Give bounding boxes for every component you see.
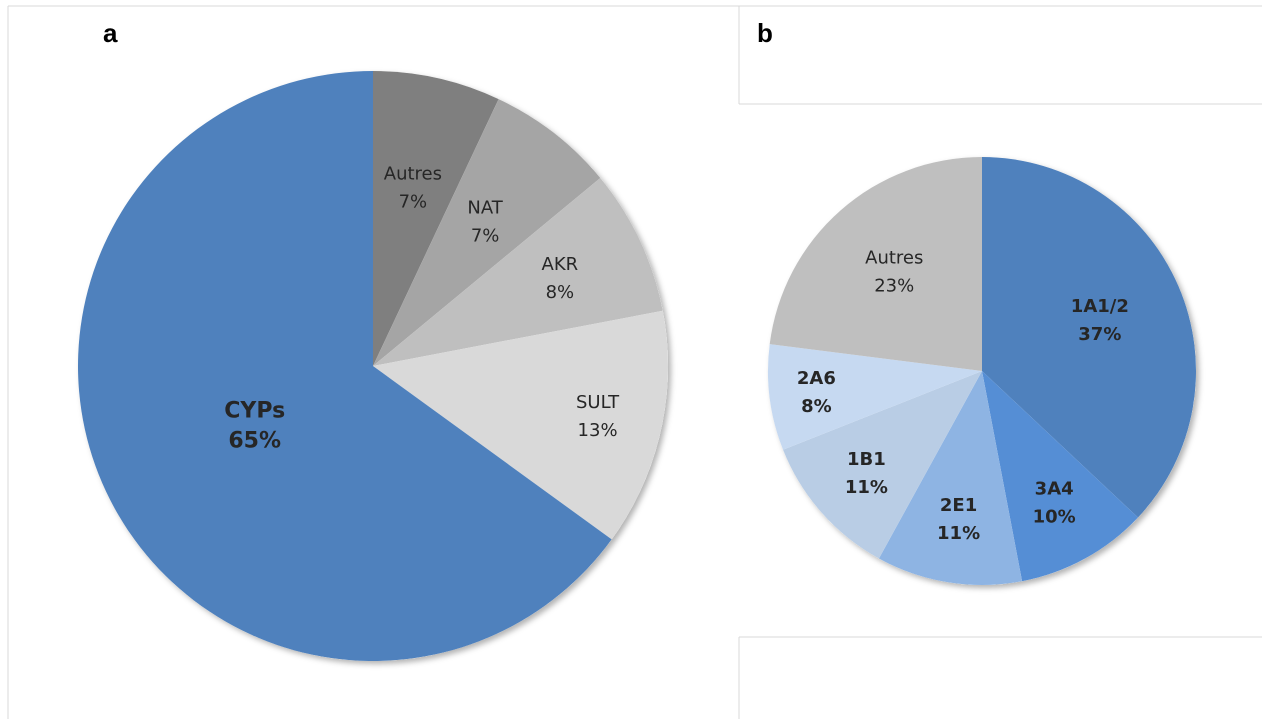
pie-b-slice-autres <box>769 157 982 371</box>
pie-chart-b: 1A1/2 37% 3A4 10% 2E1 11% 1B1 11% 2A6 8% Autres 23% <box>767 157 1196 585</box>
pie-b-label-1: 3A4 <box>1035 478 1074 499</box>
pie-a-label-4: CYPs <box>224 398 285 423</box>
pie-a-value-label-3: 13% <box>578 420 618 441</box>
pie-a-slice-sult <box>373 310 668 540</box>
pie-b-slice-2a6 <box>767 344 982 450</box>
pie-b-slice-2e1 <box>878 371 1023 585</box>
pie-a-value-label-0: 7% <box>399 192 428 213</box>
panel-a-letter: a <box>103 18 118 48</box>
pie-b-value-label-2: 11% <box>937 523 980 544</box>
pie-b-label-4: 2A6 <box>797 368 836 389</box>
pie-a-slice-nat <box>373 99 601 366</box>
pie-a-slice-cyps <box>78 71 612 662</box>
pie-a-slice-autres <box>373 71 499 366</box>
pie-a-label-3: SULT <box>576 392 620 413</box>
pie-a-label-0: Autres <box>384 164 442 185</box>
pie-b-label-3: 1B1 <box>847 449 886 470</box>
pie-a-label-1: NAT <box>467 197 503 218</box>
chart-frames <box>7 5 1262 719</box>
pie-b-slice-1a1-2 <box>982 157 1196 518</box>
pie-b-label-2: 2E1 <box>940 495 977 516</box>
pie-b-value-label-0: 37% <box>1078 324 1121 345</box>
pie-a-value-label-4: 65% <box>228 428 281 453</box>
pie-a-value-label-1: 7% <box>471 225 500 246</box>
pie-a-label-2: AKR <box>542 254 579 275</box>
panel-b-letter: b <box>757 18 773 48</box>
pie-b-label-0: 1A1/2 <box>1071 296 1129 317</box>
pie-a-value-label-2: 8% <box>546 282 575 303</box>
pie-b-value-label-3: 11% <box>845 477 888 498</box>
pie-b-value-label-5: 23% <box>874 275 914 296</box>
pie-b-value-label-4: 8% <box>801 396 832 417</box>
pie-chart-a: Autres 7% NAT 7% AKR 8% SULT 13% CYPs 65% <box>78 71 668 662</box>
pie-b-slice-1b1 <box>783 371 982 559</box>
pie-b-value-label-1: 10% <box>1033 506 1076 527</box>
pie-b-slice-3a4 <box>982 371 1138 582</box>
pie-b-label-5: Autres <box>865 247 923 268</box>
pie-a-slice-akr <box>373 177 663 366</box>
